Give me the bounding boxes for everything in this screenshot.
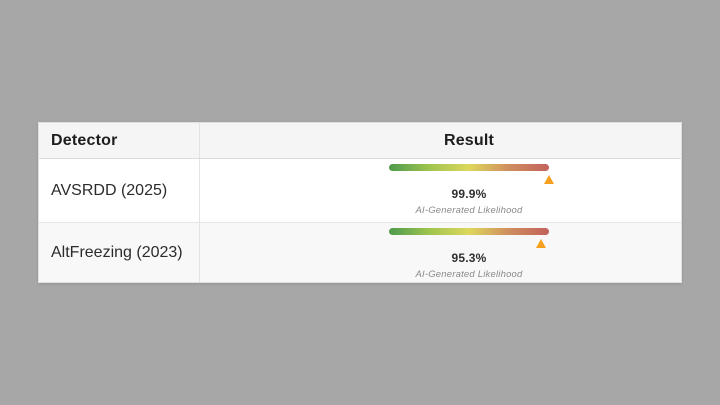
detector-name: AVSRDD (2025) — [39, 159, 200, 222]
table-row: AVSRDD (2025) 99.9% AI-Generated Likelih… — [39, 159, 681, 222]
likelihood-gauge — [389, 228, 549, 248]
likelihood-gauge — [389, 164, 554, 184]
likelihood-caption: AI-Generated Likelihood — [415, 269, 523, 280]
column-header-result: Result — [443, 131, 495, 149]
table-row: AltFreezing (2023) 95.3% AI-Generated Li… — [39, 222, 681, 282]
likelihood-percent: 95.3% — [451, 251, 487, 265]
likelihood-percent: 99.9% — [451, 187, 487, 201]
result-cell: 95.3% AI-Generated Likelihood — [200, 223, 681, 282]
column-header-detector: Detector — [39, 123, 200, 158]
gauge-marker-triangle-icon — [543, 175, 554, 184]
result-cell: 99.9% AI-Generated Likelihood — [200, 159, 681, 222]
detector-results-table: Detector Result AVSRDD (2025) 99.9% AI-G… — [38, 122, 682, 283]
gauge-marker-triangle-icon — [536, 239, 547, 248]
likelihood-caption: AI-Generated Likelihood — [415, 205, 523, 216]
gradient-bar — [389, 164, 549, 171]
gradient-bar — [389, 228, 549, 235]
table-header-row: Detector Result — [39, 123, 681, 159]
detector-name: AltFreezing (2023) — [39, 223, 200, 282]
